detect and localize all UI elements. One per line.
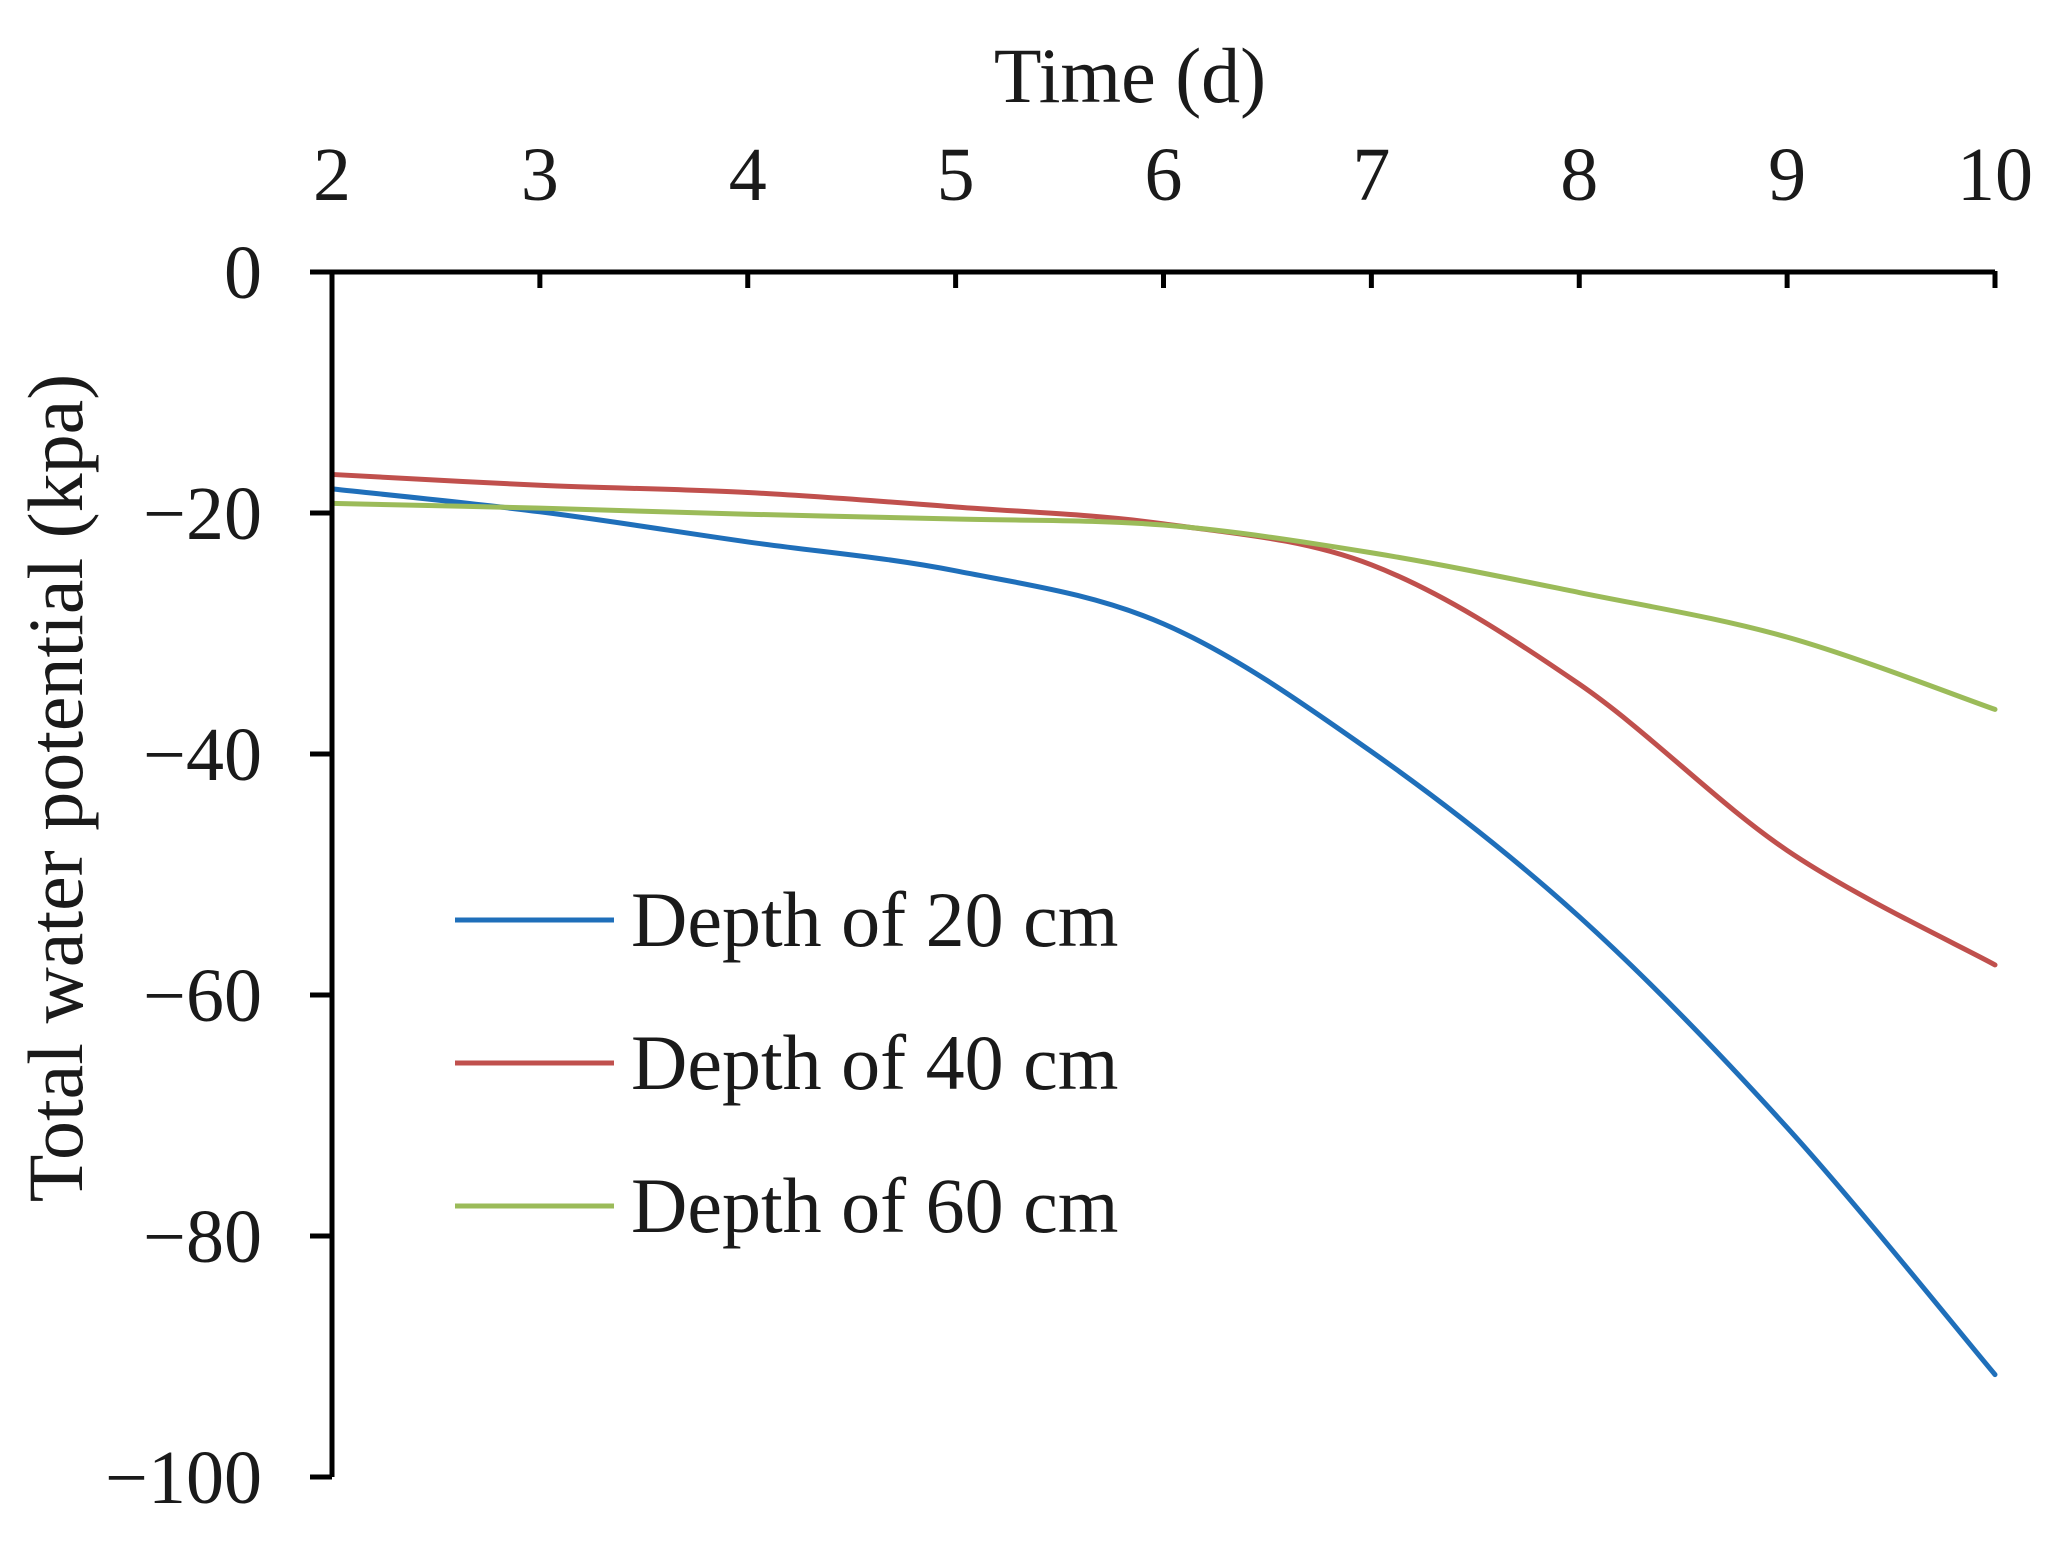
x-tick-label: 5: [937, 133, 975, 217]
x-tick-label: 10: [1957, 133, 2033, 217]
y-ticks: 0 −20 −40 −60 −80 −100: [105, 231, 332, 1520]
y-axis-title: Total water potential (kpa): [12, 374, 99, 1202]
legend-item-depth-60cm: Depth of 60 cm: [455, 1162, 1118, 1249]
x-tick-label: 2: [313, 133, 351, 217]
legend-label: Depth of 40 cm: [631, 1019, 1118, 1106]
x-tick-label: 4: [729, 133, 767, 217]
series-line-depth-60cm: [329, 500, 1998, 712]
series-line-depth-20cm: [329, 486, 1998, 1378]
legend: Depth of 20 cm Depth of 40 cm Depth of 60 …: [455, 876, 1118, 1249]
x-tick-label: 7: [1352, 133, 1390, 217]
legend-item-depth-40cm: Depth of 40 cm: [455, 1019, 1118, 1106]
y-tick-label: −40: [143, 713, 262, 797]
axes: [310, 269, 1995, 1477]
legend-label: Depth of 20 cm: [631, 876, 1118, 963]
x-tick-label: 6: [1145, 133, 1183, 217]
y-tick-label: −80: [143, 1195, 262, 1279]
x-tick-label: 3: [521, 133, 559, 217]
legend-label: Depth of 60 cm: [631, 1162, 1118, 1249]
y-tick-label: −20: [143, 472, 262, 556]
x-tick-label: 9: [1768, 133, 1806, 217]
x-tick-label: 8: [1560, 133, 1598, 217]
y-tick-label: 0: [224, 231, 262, 315]
x-ticks: 2 3 4 5 6 7 8 9 10: [313, 133, 2033, 288]
y-tick-label: −60: [143, 954, 262, 1038]
series-line-depth-40cm: [329, 471, 1998, 968]
y-tick-label: −100: [105, 1436, 262, 1520]
plot-area: [329, 471, 1998, 1378]
legend-item-depth-20cm: Depth of 20 cm: [455, 876, 1118, 963]
x-axis-title: Time (d): [994, 32, 1266, 119]
